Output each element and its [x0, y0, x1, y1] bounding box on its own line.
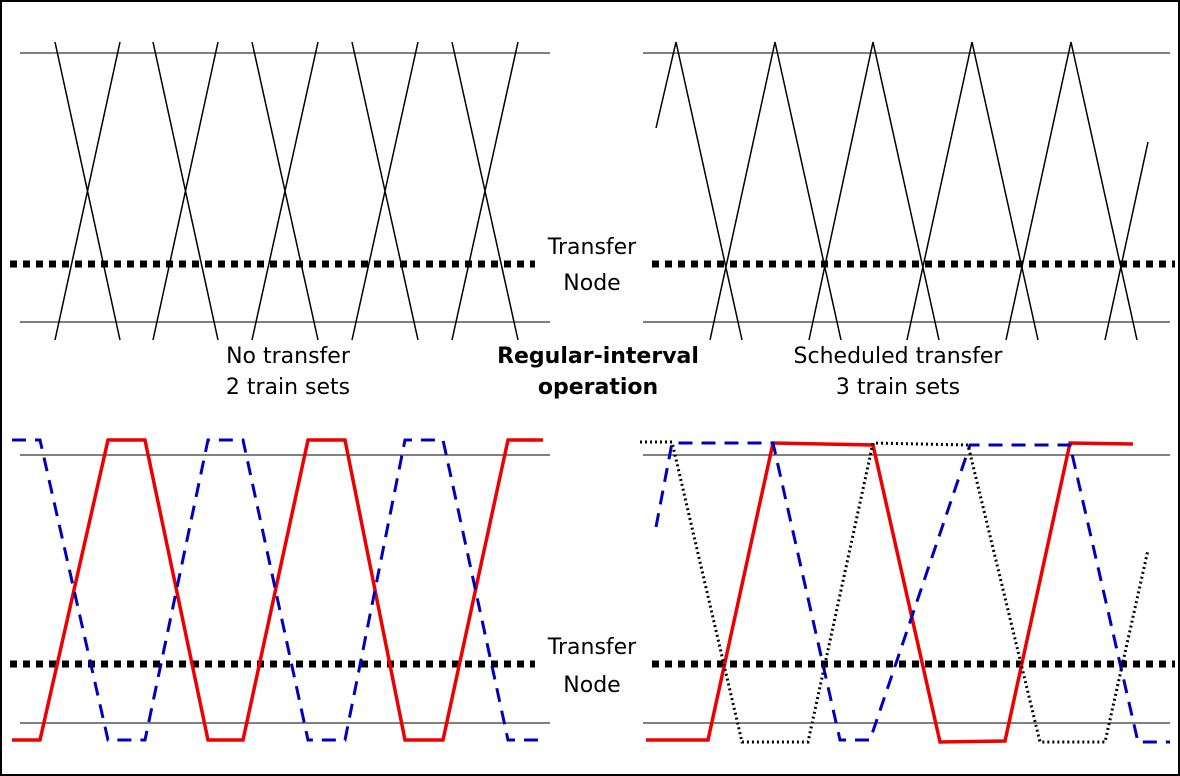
caption: 3 train sets [836, 375, 960, 400]
label-background [535, 632, 649, 698]
train-paths [54, 41, 519, 341]
caption: 2 train sets [226, 375, 350, 400]
panel-no-transfer-trains [10, 438, 550, 742]
panel-scheduled-transfer-trains [640, 440, 1175, 744]
train-set-red [646, 441, 1134, 744]
train-set-black [640, 440, 1150, 744]
panel-no-transfer-schedule [10, 41, 550, 341]
node-label: Transfer [547, 635, 637, 660]
caption: Scheduled transfer [794, 344, 1004, 369]
label-background [535, 232, 649, 298]
caption: No transfer [226, 344, 351, 369]
caption-title: operation [538, 375, 658, 400]
caption-title: Regular-interval [497, 344, 699, 369]
train-set-blue [12, 438, 543, 742]
train-set-red [12, 438, 543, 742]
node-label: Node [563, 271, 620, 296]
train-set-blue [654, 441, 1170, 744]
panel-scheduled-transfer-schedule [643, 41, 1175, 341]
train-paths [655, 41, 1149, 341]
node-label: Transfer [547, 235, 637, 260]
node-label: Node [563, 673, 620, 698]
